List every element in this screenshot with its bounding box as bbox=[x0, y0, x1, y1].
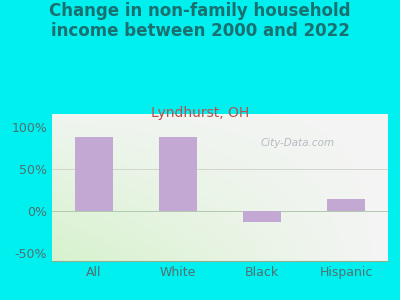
Text: Change in non-family household
income between 2000 and 2022: Change in non-family household income be… bbox=[49, 2, 351, 40]
Bar bbox=[159, 137, 197, 211]
Bar bbox=[243, 211, 281, 221]
Bar bbox=[75, 137, 113, 211]
Text: City-Data.com: City-Data.com bbox=[260, 138, 334, 148]
Bar bbox=[327, 199, 365, 211]
Text: Lyndhurst, OH: Lyndhurst, OH bbox=[151, 106, 249, 121]
